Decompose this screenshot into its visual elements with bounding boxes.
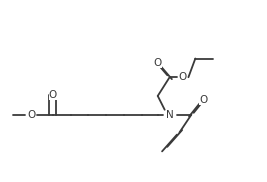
Text: N: N <box>166 110 174 120</box>
Text: O: O <box>49 90 57 100</box>
Text: O: O <box>199 95 207 105</box>
Text: O: O <box>27 110 35 120</box>
Text: O: O <box>154 58 162 68</box>
Text: O: O <box>178 72 187 82</box>
